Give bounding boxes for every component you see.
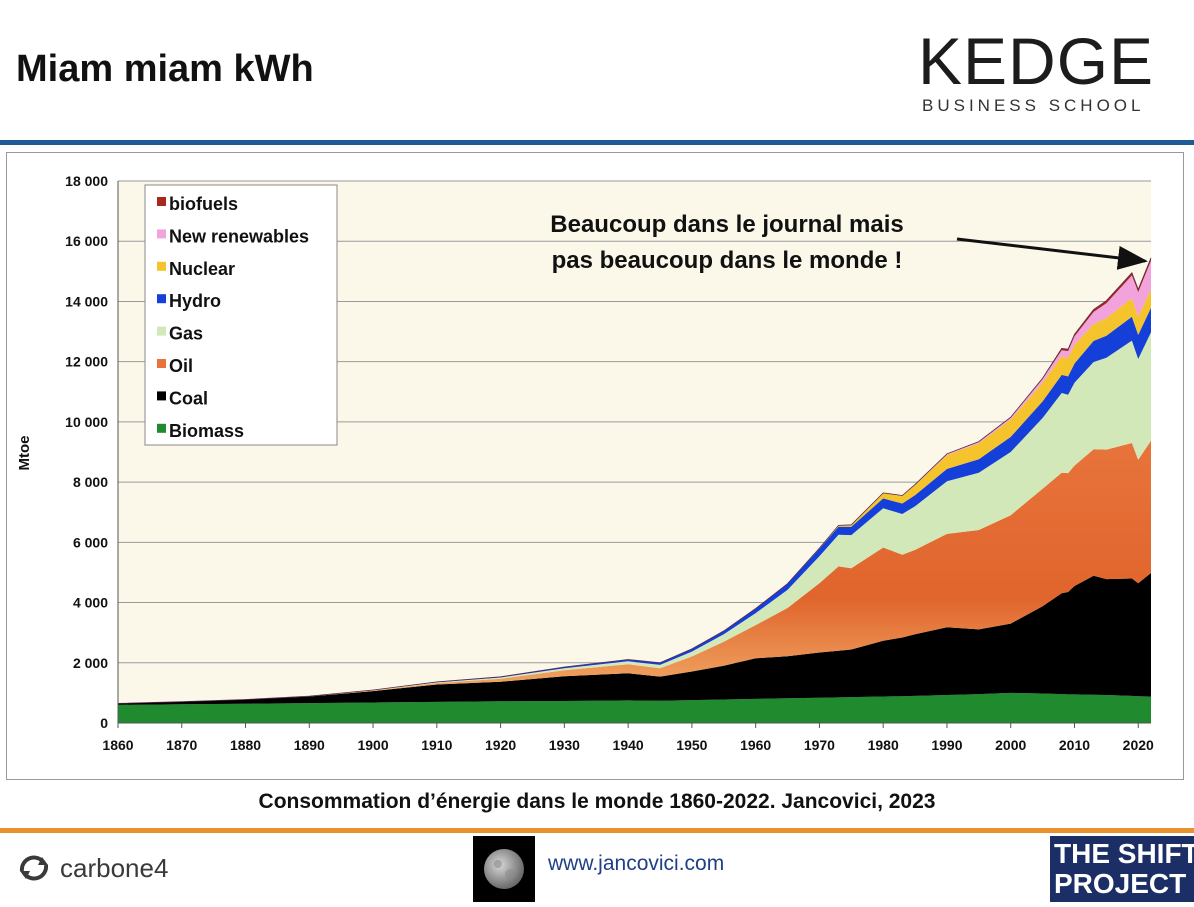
area-biomass [118,692,1151,723]
x-tick-label: 1910 [421,737,452,753]
chart-frame: 0 2 000 4 000 6 000 8 000 10 000 12 000 14 000 1… [6,152,1184,780]
area-oil [118,440,1151,704]
x-tick-label: 1950 [676,737,707,753]
shift-logo-line-2: PROJECT [1054,868,1187,899]
x-tick-label: 1990 [931,737,962,753]
legend-label-biofuels: biofuels [169,194,238,214]
x-tick-label: 1980 [868,737,899,753]
x-tick-label: 1960 [740,737,771,753]
x-tick-label: 2000 [995,737,1026,753]
x-tick-label: 1860 [102,737,133,753]
y-axis-ticks: 0 2 000 4 000 6 000 8 000 10 000 12 000 14 000 1… [65,173,108,731]
y-tick-label: 16 000 [65,233,108,249]
y-tick-label: 0 [100,715,108,731]
legend-box [144,184,338,446]
top-rule [0,140,1194,145]
y-tick-label: 10 000 [65,414,108,430]
kedge-logo-main: KEDGE [918,24,1155,98]
energy-chart: 0 2 000 4 000 6 000 8 000 10 000 12 000 14 000 1… [16,173,1154,753]
annotation-arrow [956,237,1148,270]
legend-label-biomass: Biomass [169,421,244,441]
moon-image [473,836,535,902]
kedge-logo-sub: BUSINESS SCHOOL [922,96,1145,115]
shift-project-logo: THE SHIFT PROJECT [1050,836,1194,902]
annotation-line-2: pas beaucoup dans le monde ! [552,247,903,274]
total-outline [117,257,1152,704]
y-tick-label: 8 000 [73,474,108,490]
y-tick-label: 6 000 [73,534,108,550]
legend-swatch-gas [157,326,166,336]
x-tick-label: 1930 [549,737,580,753]
carbone4-logo: carbone4 [16,848,168,888]
jancovici-url[interactable]: www.jancovici.com [548,852,725,875]
x-tick-label: 1890 [294,737,325,753]
legend-swatch-new-renewables [157,229,166,239]
x-tick-label: 1920 [485,737,516,753]
bottom-rule [0,828,1194,833]
y-tick-label: 4 000 [73,595,108,611]
legend-label-new-renewables: New renewables [169,226,309,246]
legend-label-nuclear: Nuclear [169,259,235,279]
carbone4-label: carbone4 [60,852,169,883]
y-tick-label: 14 000 [65,293,108,309]
moon-icon [484,849,524,889]
area-gas [118,332,1151,704]
x-tick-label: 1970 [804,737,835,753]
kedge-logo: KEDGE BUSINESS SCHOOL [918,28,1168,120]
x-tick-label: 2010 [1059,737,1090,753]
x-axis-ticks: 1860 1870 1880 1890 1900 1910 1920 1930 1940 1950… [102,723,1154,753]
legend-label-hydro: Hydro [169,291,221,311]
legend-swatch-hydro [157,294,166,304]
chart-caption: Consommation d’énergie dans le monde 186… [258,790,936,813]
y-tick-label: 12 000 [65,354,108,370]
x-tick-label: 1880 [230,737,261,753]
y-tick-label: 2 000 [73,655,108,671]
slide-title: Miam miam kWh [16,48,314,90]
x-tick-label: 1870 [166,737,197,753]
legend-swatch-oil [157,359,166,368]
x-tick-label: 1900 [357,737,388,753]
carbone4-icon [19,855,49,881]
area-coal [118,573,1151,705]
legend-label-coal: Coal [169,388,208,408]
legend-label-oil: Oil [169,356,193,376]
y-axis-label: Mtoe [16,436,33,471]
annotation-line-1: Beaucoup dans le journal mais [550,211,903,238]
stacked-areas [117,257,1152,723]
annotation: Beaucoup dans le journal mais pas beauco… [550,211,1148,274]
legend-label-gas: Gas [169,324,203,344]
x-tick-label: 2020 [1123,737,1154,753]
y-tick-label: 18 000 [65,173,108,189]
legend-swatch-coal [157,391,166,401]
legend-swatch-nuclear [157,261,166,271]
legend-swatch-biofuels [157,197,166,206]
legend: biofuels New renewables Nuclear Hydro Gas Oil… [144,184,338,446]
x-tick-label: 1940 [613,737,644,753]
legend-swatch-biomass [157,423,166,433]
shift-logo-line-1: THE SHIFT [1054,838,1194,869]
